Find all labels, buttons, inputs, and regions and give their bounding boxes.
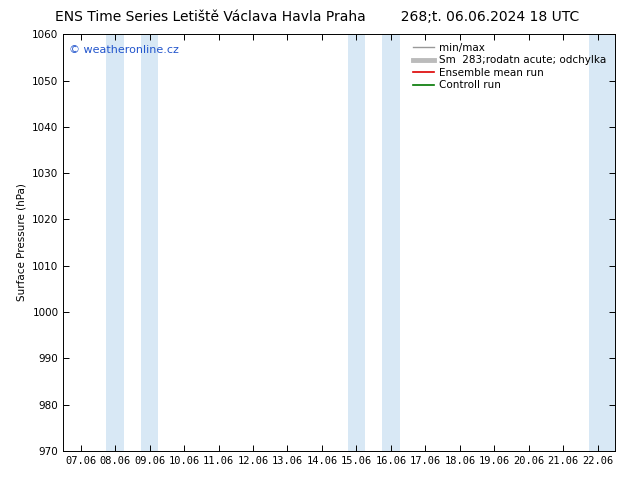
- Bar: [348, 34, 365, 451]
- Legend: min/max, Sm  283;rodatn acute; odchylka, Ensemble mean run, Controll run: min/max, Sm 283;rodatn acute; odchylka, …: [410, 40, 610, 94]
- Bar: [107, 34, 124, 451]
- Text: ENS Time Series Letiště Václava Havla Praha        268;t. 06.06.2024 18 UTC: ENS Time Series Letiště Václava Havla Pr…: [55, 10, 579, 24]
- Bar: [141, 34, 158, 451]
- Text: © weatheronline.cz: © weatheronline.cz: [69, 45, 179, 55]
- Bar: [382, 34, 399, 451]
- Y-axis label: Surface Pressure (hPa): Surface Pressure (hPa): [16, 184, 27, 301]
- Bar: [589, 34, 615, 451]
